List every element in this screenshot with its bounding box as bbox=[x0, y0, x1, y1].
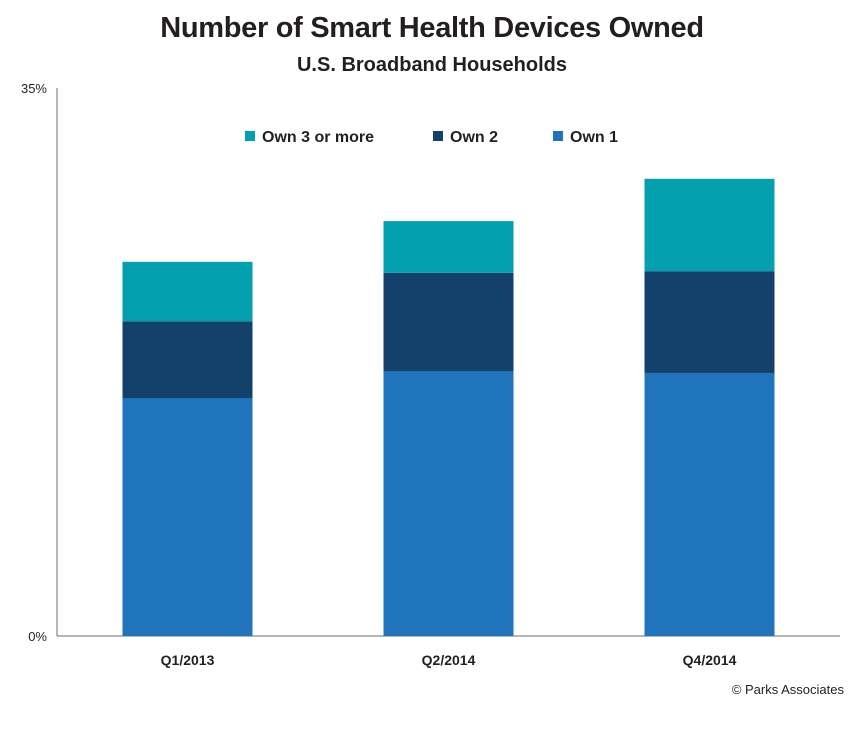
bar-segment-own-1 bbox=[122, 398, 253, 636]
legend-label: Own 2 bbox=[450, 129, 498, 146]
bar-series bbox=[122, 178, 775, 636]
bar-segment-own-1 bbox=[644, 372, 775, 636]
x-tick-label: Q2/2014 bbox=[422, 652, 476, 668]
legend-label: Own 3 or more bbox=[262, 129, 374, 146]
bar-segment-own-3-or-more bbox=[644, 178, 775, 272]
legend-label: Own 1 bbox=[570, 129, 618, 146]
legend: Own 3 or more Own 2 Own 1 bbox=[245, 129, 618, 146]
y-tick-label: 0% bbox=[28, 629, 47, 644]
chart-title: Number of Smart Health Devices Owned bbox=[160, 12, 704, 44]
copyright-credit: © Parks Associates bbox=[731, 682, 844, 697]
legend-swatch bbox=[433, 131, 443, 141]
bar-segment-own-3-or-more bbox=[122, 261, 253, 322]
bar-segment-own-2 bbox=[122, 321, 253, 399]
bar-segment-own-2 bbox=[644, 271, 775, 373]
legend-swatch bbox=[553, 131, 563, 141]
x-tick-label: Q1/2013 bbox=[161, 652, 215, 668]
x-tick-label: Q4/2014 bbox=[683, 652, 737, 668]
y-tick-label: 35% bbox=[21, 81, 47, 96]
bar-segment-own-2 bbox=[383, 272, 514, 372]
bar-segment-own-1 bbox=[383, 371, 514, 636]
x-tick-labels: Q1/2013 Q2/2014 Q4/2014 bbox=[161, 652, 737, 668]
chart-subtitle: U.S. Broadband Households bbox=[296, 54, 568, 76]
bar-segment-own-3-or-more bbox=[383, 221, 514, 273]
legend-swatch bbox=[245, 131, 255, 141]
